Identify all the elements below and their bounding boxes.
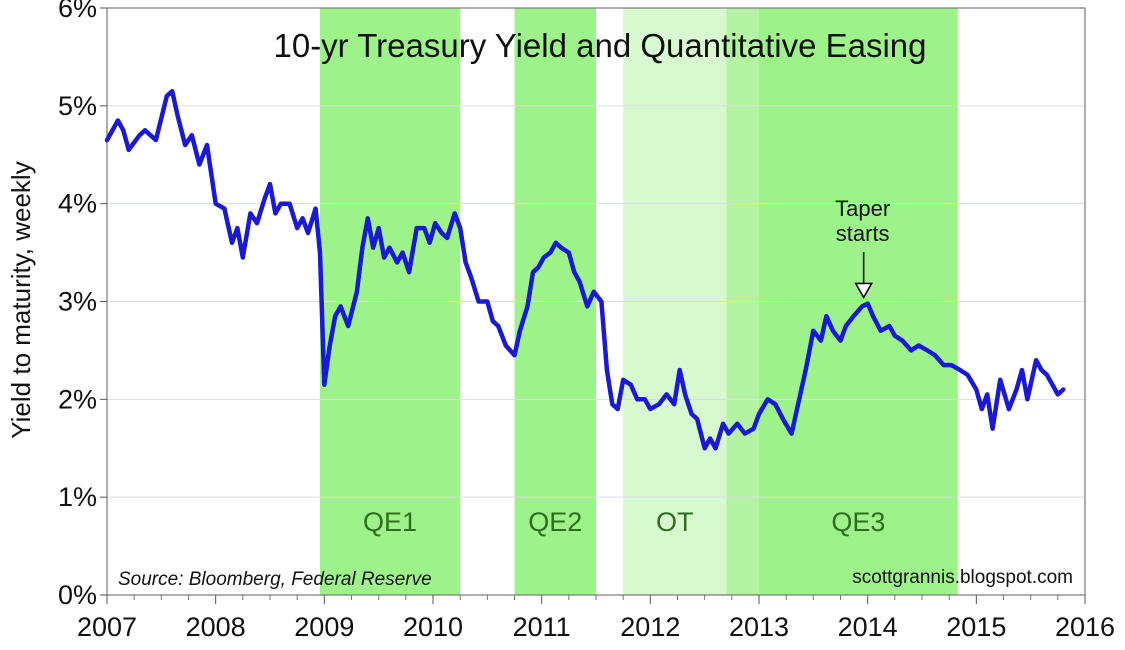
band-label-qe1: QE1 (363, 507, 417, 537)
y-tick-label: 0% (58, 580, 97, 610)
x-tick-label: 2011 (513, 612, 571, 642)
x-tick-label: 2015 (946, 612, 1006, 642)
x-tick-label: 2014 (838, 612, 898, 642)
y-axis-label: Yield to maturity, weekly (6, 161, 36, 438)
annotation-text: Taper (835, 196, 890, 221)
y-tick-label: 6% (58, 0, 97, 23)
credit-note: scottgrannis.blogspot.com (852, 567, 1073, 588)
band-label-qe2: QE2 (528, 507, 582, 537)
x-tick-label: 2012 (620, 612, 680, 642)
y-tick-label: 4% (58, 189, 97, 219)
y-tick-label: 2% (58, 384, 97, 414)
chart-title: 10-yr Treasury Yield and Quantitative Ea… (273, 27, 926, 64)
y-tick-label: 3% (58, 287, 97, 317)
y-tick-label: 1% (58, 482, 97, 512)
yield-series-line (104, 88, 1066, 451)
source-note: Source: Bloomberg, Federal Reserve (118, 569, 432, 590)
x-tick-label: 2010 (403, 612, 463, 642)
x-tick-label: 2008 (186, 612, 246, 642)
annotation-arrow-head (854, 282, 874, 300)
annotation-text: starts (836, 221, 890, 246)
x-tick-label: 2007 (77, 612, 137, 642)
x-tick-label: 2009 (294, 612, 354, 642)
band-label-qe3: QE3 (831, 507, 885, 537)
x-tick-label: 2013 (729, 612, 789, 642)
band-label-ot: OT (656, 507, 694, 537)
y-tick-label: 5% (58, 91, 97, 121)
x-tick-label: 2016 (1055, 612, 1115, 642)
